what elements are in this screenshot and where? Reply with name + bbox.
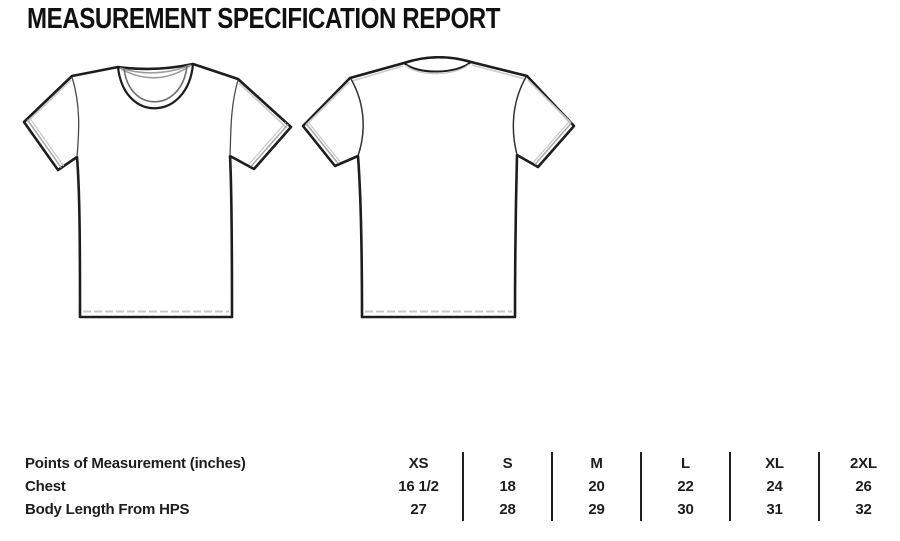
tshirt-front-shoulder-shade-left bbox=[26, 79, 72, 123]
tshirt-back-sleeve-shade-left bbox=[305, 81, 350, 126]
tshirt-front-body-outline bbox=[22, 62, 293, 319]
tshirt-back-cuff-rib-left-2 bbox=[307, 121, 341, 163]
chest-value-xl: 24 bbox=[766, 478, 783, 495]
size-column-xs: XS 16 1/2 27 bbox=[375, 452, 464, 521]
chest-value-m: 20 bbox=[588, 478, 605, 495]
tshirt-back-shoulder-shade-right bbox=[471, 64, 526, 80]
tshirt-back-armhole-seam-right bbox=[512, 76, 527, 156]
tshirt-back-armhole-seam-left bbox=[350, 78, 364, 157]
tshirt-back-sleeve-shade-right bbox=[527, 79, 572, 124]
measurement-labels-column: Points of Measurement (inches) Chest Bod… bbox=[25, 452, 375, 521]
tshirt-front-collar-outer-edge bbox=[116, 63, 195, 110]
tshirt-back-cuff-rib-right-2 bbox=[532, 121, 570, 164]
size-column-xl: XL 24 31 bbox=[731, 452, 820, 521]
size-header-2xl: 2XL bbox=[850, 455, 877, 472]
size-header-xl: XL bbox=[765, 455, 784, 472]
tshirt-front-collar-inner-edge bbox=[123, 64, 188, 103]
tshirt-back-cuff-rib-left-1 bbox=[305, 123, 339, 164]
tshirt-back-body-outline bbox=[301, 56, 576, 319]
tshirt-front-cuff-rib-right-1 bbox=[250, 123, 289, 167]
tshirt-back-cuff-rib-right-1 bbox=[534, 122, 572, 165]
size-header-xs: XS bbox=[408, 455, 429, 472]
chest-value-2xl: 26 bbox=[855, 478, 872, 495]
chest-value-l: 22 bbox=[677, 478, 694, 495]
row-label-body-length: Body Length From HPS bbox=[25, 501, 190, 518]
row-label-chest: Chest bbox=[25, 478, 66, 495]
body-length-value-2xl: 32 bbox=[855, 501, 872, 518]
tshirt-front-back-collar-line-2 bbox=[120, 65, 191, 79]
table-header-label: Points of Measurement (inches) bbox=[25, 455, 246, 472]
body-length-value-xl: 31 bbox=[766, 501, 783, 518]
tshirt-front-cuff-rib-left-1 bbox=[26, 119, 62, 169]
body-length-value-l: 30 bbox=[677, 501, 694, 518]
tshirt-back-collar-bottom-edge bbox=[403, 61, 472, 73]
body-length-value-s: 28 bbox=[499, 501, 516, 518]
chest-value-xs: 16 1/2 bbox=[398, 478, 439, 495]
body-length-value-xs: 27 bbox=[410, 501, 427, 518]
size-header-s: S bbox=[502, 455, 513, 472]
size-column-m: M 20 29 bbox=[553, 452, 642, 521]
tshirt-front-cuff-rib-right-2 bbox=[248, 122, 287, 165]
size-header-l: L bbox=[681, 455, 690, 472]
tshirt-front-cuff-rib-left-2 bbox=[29, 117, 65, 167]
size-column-s: S 18 28 bbox=[464, 452, 553, 521]
tshirt-front-armhole-seam-right bbox=[229, 79, 239, 157]
page-title: MEASUREMENT SPECIFICATION REPORT bbox=[27, 3, 501, 35]
size-header-m: M bbox=[590, 455, 603, 472]
tshirt-front-back-collar-line-1 bbox=[119, 64, 192, 74]
tshirt-back-shoulder-shade-left bbox=[351, 65, 404, 82]
tshirt-back-collar-shadow bbox=[405, 63, 470, 75]
body-length-value-m: 29 bbox=[588, 501, 605, 518]
tshirt-front-illustration bbox=[22, 62, 293, 319]
size-column-2xl: 2XL 26 32 bbox=[820, 452, 900, 521]
tshirt-front-shoulder-shade-right bbox=[238, 82, 288, 129]
tshirt-back-illustration bbox=[301, 56, 576, 319]
size-column-l: L 22 30 bbox=[642, 452, 731, 521]
chest-value-s: 18 bbox=[499, 478, 516, 495]
tshirt-front-armhole-seam-left bbox=[71, 76, 80, 158]
measurement-table: Points of Measurement (inches) Chest Bod… bbox=[25, 452, 900, 521]
